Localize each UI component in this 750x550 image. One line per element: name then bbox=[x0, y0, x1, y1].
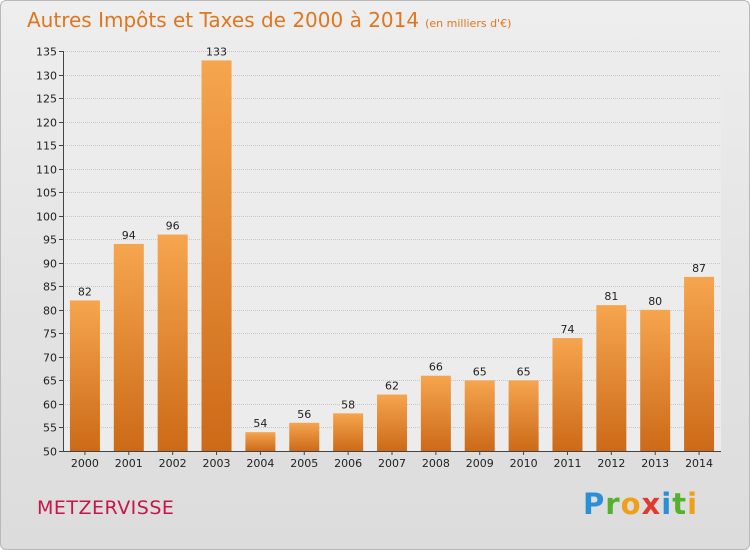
logo-letter: x bbox=[641, 487, 662, 521]
data-label: 65 bbox=[517, 365, 531, 378]
data-label: 94 bbox=[122, 229, 136, 242]
bar-2002 bbox=[157, 234, 188, 451]
x-tick-label: 2001 bbox=[115, 457, 143, 470]
x-tick-label: 2000 bbox=[71, 457, 99, 470]
chart-subtitle: (en milliers d'€) bbox=[425, 17, 512, 30]
bar-2001 bbox=[113, 243, 144, 451]
data-label: 56 bbox=[297, 408, 311, 421]
y-tick-label: 60 bbox=[43, 399, 57, 412]
bar-2010 bbox=[508, 380, 539, 451]
y-tick-label: 75 bbox=[43, 328, 57, 341]
bar-2013 bbox=[640, 309, 671, 451]
bar-2006 bbox=[333, 413, 364, 451]
y-tick-label: 65 bbox=[43, 375, 57, 388]
x-tick-label: 2010 bbox=[510, 457, 538, 470]
data-label: 58 bbox=[341, 398, 355, 411]
proxiti-logo: Proxiti bbox=[583, 487, 698, 521]
x-tick-label: 2007 bbox=[378, 457, 406, 470]
y-tick-label: 120 bbox=[36, 117, 57, 130]
data-label: 65 bbox=[473, 365, 487, 378]
x-tick-label: 2006 bbox=[334, 457, 362, 470]
y-tick-label: 100 bbox=[36, 211, 57, 224]
y-tick-label: 125 bbox=[36, 93, 57, 106]
y-tick-label: 55 bbox=[43, 422, 57, 435]
data-label: 87 bbox=[692, 262, 706, 275]
y-tick-label: 115 bbox=[36, 140, 57, 153]
y-tick-label: 70 bbox=[43, 352, 57, 365]
data-label: 96 bbox=[166, 220, 180, 233]
bar-2011 bbox=[552, 338, 583, 451]
chart-title: Autres Impôts et Taxes de 2000 à 2014 (en… bbox=[27, 8, 511, 32]
x-tick-label: 2003 bbox=[203, 457, 231, 470]
y-tick-label: 130 bbox=[36, 70, 57, 83]
bar-2004 bbox=[245, 432, 276, 451]
logo-letter: t bbox=[672, 487, 688, 521]
x-tick-label: 2013 bbox=[641, 457, 669, 470]
x-tick-label: 2008 bbox=[422, 457, 450, 470]
y-tick-label: 105 bbox=[36, 187, 57, 200]
x-tick-label: 2009 bbox=[466, 457, 494, 470]
data-label: 81 bbox=[604, 290, 618, 303]
location-label: METZERVISSE bbox=[37, 497, 175, 519]
y-tick-label: 110 bbox=[36, 164, 57, 177]
data-label: 74 bbox=[560, 323, 574, 336]
logo-letter: P bbox=[583, 487, 606, 521]
bar-2005 bbox=[289, 422, 320, 451]
bar-2000 bbox=[69, 300, 100, 451]
bar-2007 bbox=[377, 394, 407, 451]
bar-2012 bbox=[596, 305, 627, 451]
y-tick-label: 135 bbox=[36, 46, 57, 59]
bar-2014 bbox=[684, 276, 715, 451]
data-label: 62 bbox=[385, 380, 399, 393]
x-tick-label: 2012 bbox=[597, 457, 625, 470]
chart-title-text: Autres Impôts et Taxes de 2000 à 2014 bbox=[27, 8, 420, 32]
bar-2009 bbox=[464, 380, 495, 451]
y-tick-label: 50 bbox=[43, 446, 57, 459]
y-tick-label: 80 bbox=[43, 305, 57, 318]
y-tick-label: 90 bbox=[43, 258, 57, 271]
bar-2008 bbox=[420, 375, 451, 451]
x-tick-label: 2004 bbox=[246, 457, 274, 470]
logo-letter: r bbox=[605, 487, 621, 521]
data-label: 133 bbox=[206, 45, 227, 58]
data-label: 80 bbox=[648, 295, 662, 308]
data-label: 82 bbox=[78, 285, 92, 298]
y-tick-label: 95 bbox=[43, 234, 57, 247]
y-tick-label: 85 bbox=[43, 281, 57, 294]
x-tick-label: 2011 bbox=[553, 457, 581, 470]
logo-letter: o bbox=[620, 487, 642, 521]
x-tick-label: 2005 bbox=[290, 457, 318, 470]
data-label: 66 bbox=[429, 361, 443, 374]
x-tick-label: 2014 bbox=[685, 457, 713, 470]
logo-letter: i bbox=[661, 487, 673, 521]
logo-letter: i bbox=[687, 487, 699, 521]
bar-2003 bbox=[201, 60, 232, 451]
x-tick-label: 2002 bbox=[159, 457, 187, 470]
data-label: 54 bbox=[253, 417, 267, 430]
